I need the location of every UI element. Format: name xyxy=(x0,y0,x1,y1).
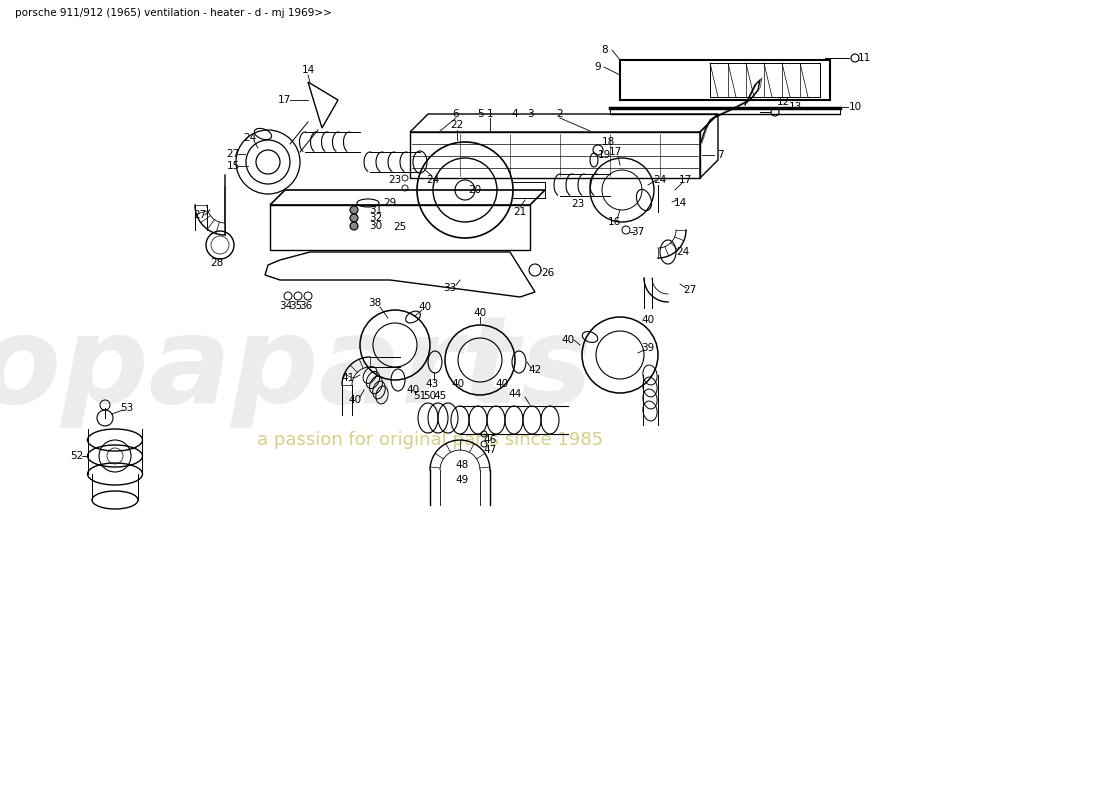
Text: 27: 27 xyxy=(683,285,696,295)
Text: 43: 43 xyxy=(426,379,439,389)
Text: 12: 12 xyxy=(777,97,790,107)
Text: 15: 15 xyxy=(227,161,240,171)
Text: 35: 35 xyxy=(289,301,302,311)
Text: 14: 14 xyxy=(673,198,686,208)
Text: 42: 42 xyxy=(528,365,541,375)
Text: 10: 10 xyxy=(848,102,861,112)
Text: 28: 28 xyxy=(210,258,223,268)
Text: 44: 44 xyxy=(508,389,521,399)
Text: 18: 18 xyxy=(602,137,615,147)
Text: 9: 9 xyxy=(595,62,602,72)
Text: 51: 51 xyxy=(414,391,427,401)
Text: 37: 37 xyxy=(631,227,645,237)
Text: europaparts: europaparts xyxy=(0,311,593,429)
Text: 24: 24 xyxy=(676,247,690,257)
Text: 39: 39 xyxy=(641,343,654,353)
Text: 40: 40 xyxy=(451,379,464,389)
Text: 40: 40 xyxy=(349,395,362,405)
Text: 23: 23 xyxy=(388,175,401,185)
Text: 27: 27 xyxy=(194,210,207,220)
Text: 40: 40 xyxy=(495,379,508,389)
Text: 48: 48 xyxy=(455,460,469,470)
Text: 26: 26 xyxy=(541,268,554,278)
Text: 40: 40 xyxy=(641,315,654,325)
Text: 4: 4 xyxy=(512,109,518,119)
Text: 3: 3 xyxy=(527,109,534,119)
Text: 6: 6 xyxy=(453,109,460,119)
Text: 17: 17 xyxy=(608,147,622,157)
Circle shape xyxy=(350,206,358,214)
Text: 29: 29 xyxy=(384,198,397,208)
Text: 17: 17 xyxy=(679,175,692,185)
Text: 14: 14 xyxy=(301,65,315,75)
Text: 17: 17 xyxy=(277,95,290,105)
Text: 24: 24 xyxy=(427,175,440,185)
Text: 40: 40 xyxy=(418,302,431,312)
Text: 20: 20 xyxy=(469,185,482,195)
Text: 24: 24 xyxy=(243,133,256,143)
Text: 34: 34 xyxy=(279,301,293,311)
Text: 36: 36 xyxy=(299,301,312,311)
Text: 32: 32 xyxy=(370,213,383,223)
Text: 19: 19 xyxy=(597,150,611,160)
Text: 33: 33 xyxy=(443,283,456,293)
Text: 46: 46 xyxy=(483,435,496,445)
Text: 31: 31 xyxy=(370,205,383,215)
Circle shape xyxy=(350,222,358,230)
Text: 40: 40 xyxy=(406,385,419,395)
Text: 16: 16 xyxy=(607,217,620,227)
Text: 22: 22 xyxy=(450,120,463,130)
Circle shape xyxy=(350,214,358,222)
Text: 40: 40 xyxy=(561,335,574,345)
Text: 5: 5 xyxy=(476,109,483,119)
Text: 41: 41 xyxy=(341,373,354,383)
Text: 7: 7 xyxy=(717,150,724,160)
Text: 25: 25 xyxy=(394,222,407,232)
Text: a passion for original parts since 1985: a passion for original parts since 1985 xyxy=(257,431,603,449)
Text: 8: 8 xyxy=(602,45,608,55)
Text: 1: 1 xyxy=(486,109,493,119)
Text: 49: 49 xyxy=(455,475,469,485)
Text: 47: 47 xyxy=(483,445,496,455)
Text: porsche 911/912 (1965) ventilation - heater - d - mj 1969>>: porsche 911/912 (1965) ventilation - hea… xyxy=(15,8,332,18)
Text: 2: 2 xyxy=(557,109,563,119)
Text: 50: 50 xyxy=(424,391,437,401)
Text: 21: 21 xyxy=(514,207,527,217)
Text: 38: 38 xyxy=(368,298,382,308)
Text: 23: 23 xyxy=(571,199,584,209)
Text: 45: 45 xyxy=(433,391,447,401)
Text: 53: 53 xyxy=(120,403,133,413)
Text: 24: 24 xyxy=(653,175,667,185)
Text: 27: 27 xyxy=(227,149,240,159)
Text: 11: 11 xyxy=(857,53,870,63)
Text: 30: 30 xyxy=(370,221,383,231)
Text: 13: 13 xyxy=(789,102,802,112)
Text: 40: 40 xyxy=(473,308,486,318)
Text: 52: 52 xyxy=(70,451,84,461)
